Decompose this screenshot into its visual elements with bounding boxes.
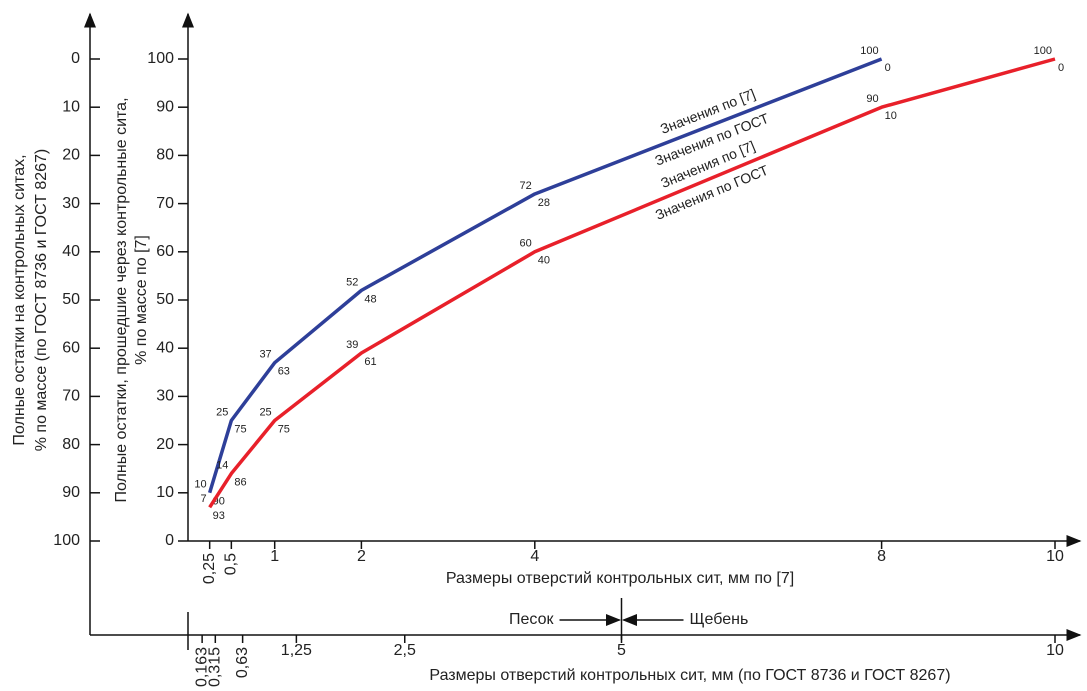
series-line: [207, 57, 883, 494]
x-tick-label: 0,163: [193, 647, 210, 687]
y2-tick-label: 40: [62, 243, 80, 260]
value-label: 25: [259, 406, 271, 418]
x-tick-label: 1,25: [281, 642, 312, 659]
annotation: Песок: [509, 611, 554, 628]
x-tick-label: 10: [1046, 642, 1064, 659]
value-label: 75: [278, 423, 290, 435]
value-label: 37: [259, 349, 271, 361]
value-label: 63: [278, 366, 290, 378]
y-tick-label: 50: [156, 291, 174, 308]
y2-tick-label: 20: [62, 147, 80, 164]
value-label: 10: [885, 110, 897, 122]
value-label: 10: [194, 479, 206, 491]
y-tick-label: 90: [156, 98, 174, 115]
y2-tick-label: 60: [62, 339, 80, 356]
y-tick-label: 80: [156, 147, 174, 164]
y-tick-label: 40: [156, 339, 174, 356]
x-tick-label: 5: [617, 642, 626, 659]
x2-title: Размеры отверстий контрольных сит, мм (п…: [429, 667, 950, 684]
value-label: 28: [538, 197, 550, 209]
y-title: Полные остатки, прошедшие через контроль…: [113, 97, 130, 502]
value-label: 40: [538, 255, 550, 267]
value-label: 7: [201, 493, 207, 505]
y2-tick-label: 100: [53, 532, 80, 549]
value-label: 39: [346, 339, 358, 351]
y2-tick-label: 70: [62, 388, 80, 405]
value-label: 25: [216, 406, 228, 418]
x-tick-label: 0,5: [223, 553, 240, 575]
x-tick-label: 8: [877, 548, 886, 565]
y2-tick-label: 0: [71, 50, 80, 67]
annotation: Щебень: [690, 611, 749, 628]
x-tick-label: 0,63: [234, 647, 251, 678]
y2-title: % по массе (по ГОСТ 8736 и ГОСТ 8267): [33, 149, 50, 452]
value-label: 100: [860, 45, 878, 57]
y2-tick-label: 30: [62, 195, 80, 212]
value-label: 93: [213, 510, 225, 522]
y-tick-label: 20: [156, 436, 174, 453]
y2-tick-label: 10: [62, 98, 80, 115]
y-tick-label: 70: [156, 195, 174, 212]
y2-tick-label: 90: [62, 484, 80, 501]
y-tick-label: 100: [147, 50, 174, 67]
x-tick-label: 0,315: [207, 647, 224, 687]
value-label: 0: [885, 62, 891, 74]
value-label: 14: [216, 459, 228, 471]
y-tick-label: 10: [156, 484, 174, 501]
y2-tick-label: 50: [62, 291, 80, 308]
series-line: [208, 57, 1056, 509]
value-label: 0: [1058, 62, 1064, 74]
x-title: Размеры отверстий контрольных сит, мм по…: [446, 570, 794, 587]
x-tick-label: 10: [1046, 548, 1064, 565]
value-label: 75: [234, 423, 246, 435]
x-tick-label: 1: [270, 548, 279, 565]
value-label: 72: [520, 180, 532, 192]
x-tick-label: 0,25: [201, 553, 218, 584]
x-tick-label: 2,5: [394, 642, 416, 659]
value-label: 48: [364, 293, 376, 305]
y-tick-label: 60: [156, 243, 174, 260]
value-label: 86: [234, 476, 246, 488]
value-label: 100: [1034, 45, 1052, 57]
value-label: 52: [346, 276, 358, 288]
y2-tick-label: 80: [62, 436, 80, 453]
x-tick-label: 4: [530, 548, 539, 565]
y-title: % по массе по [7]: [133, 235, 150, 365]
value-label: 61: [364, 356, 376, 368]
y2-title: Полные остатки на контрольных ситах,: [11, 154, 28, 445]
x-tick-label: 2: [357, 548, 366, 565]
y-tick-label: 30: [156, 388, 174, 405]
value-label: 60: [520, 238, 532, 250]
value-label: 90: [866, 93, 878, 105]
y-tick-label: 0: [165, 532, 174, 549]
